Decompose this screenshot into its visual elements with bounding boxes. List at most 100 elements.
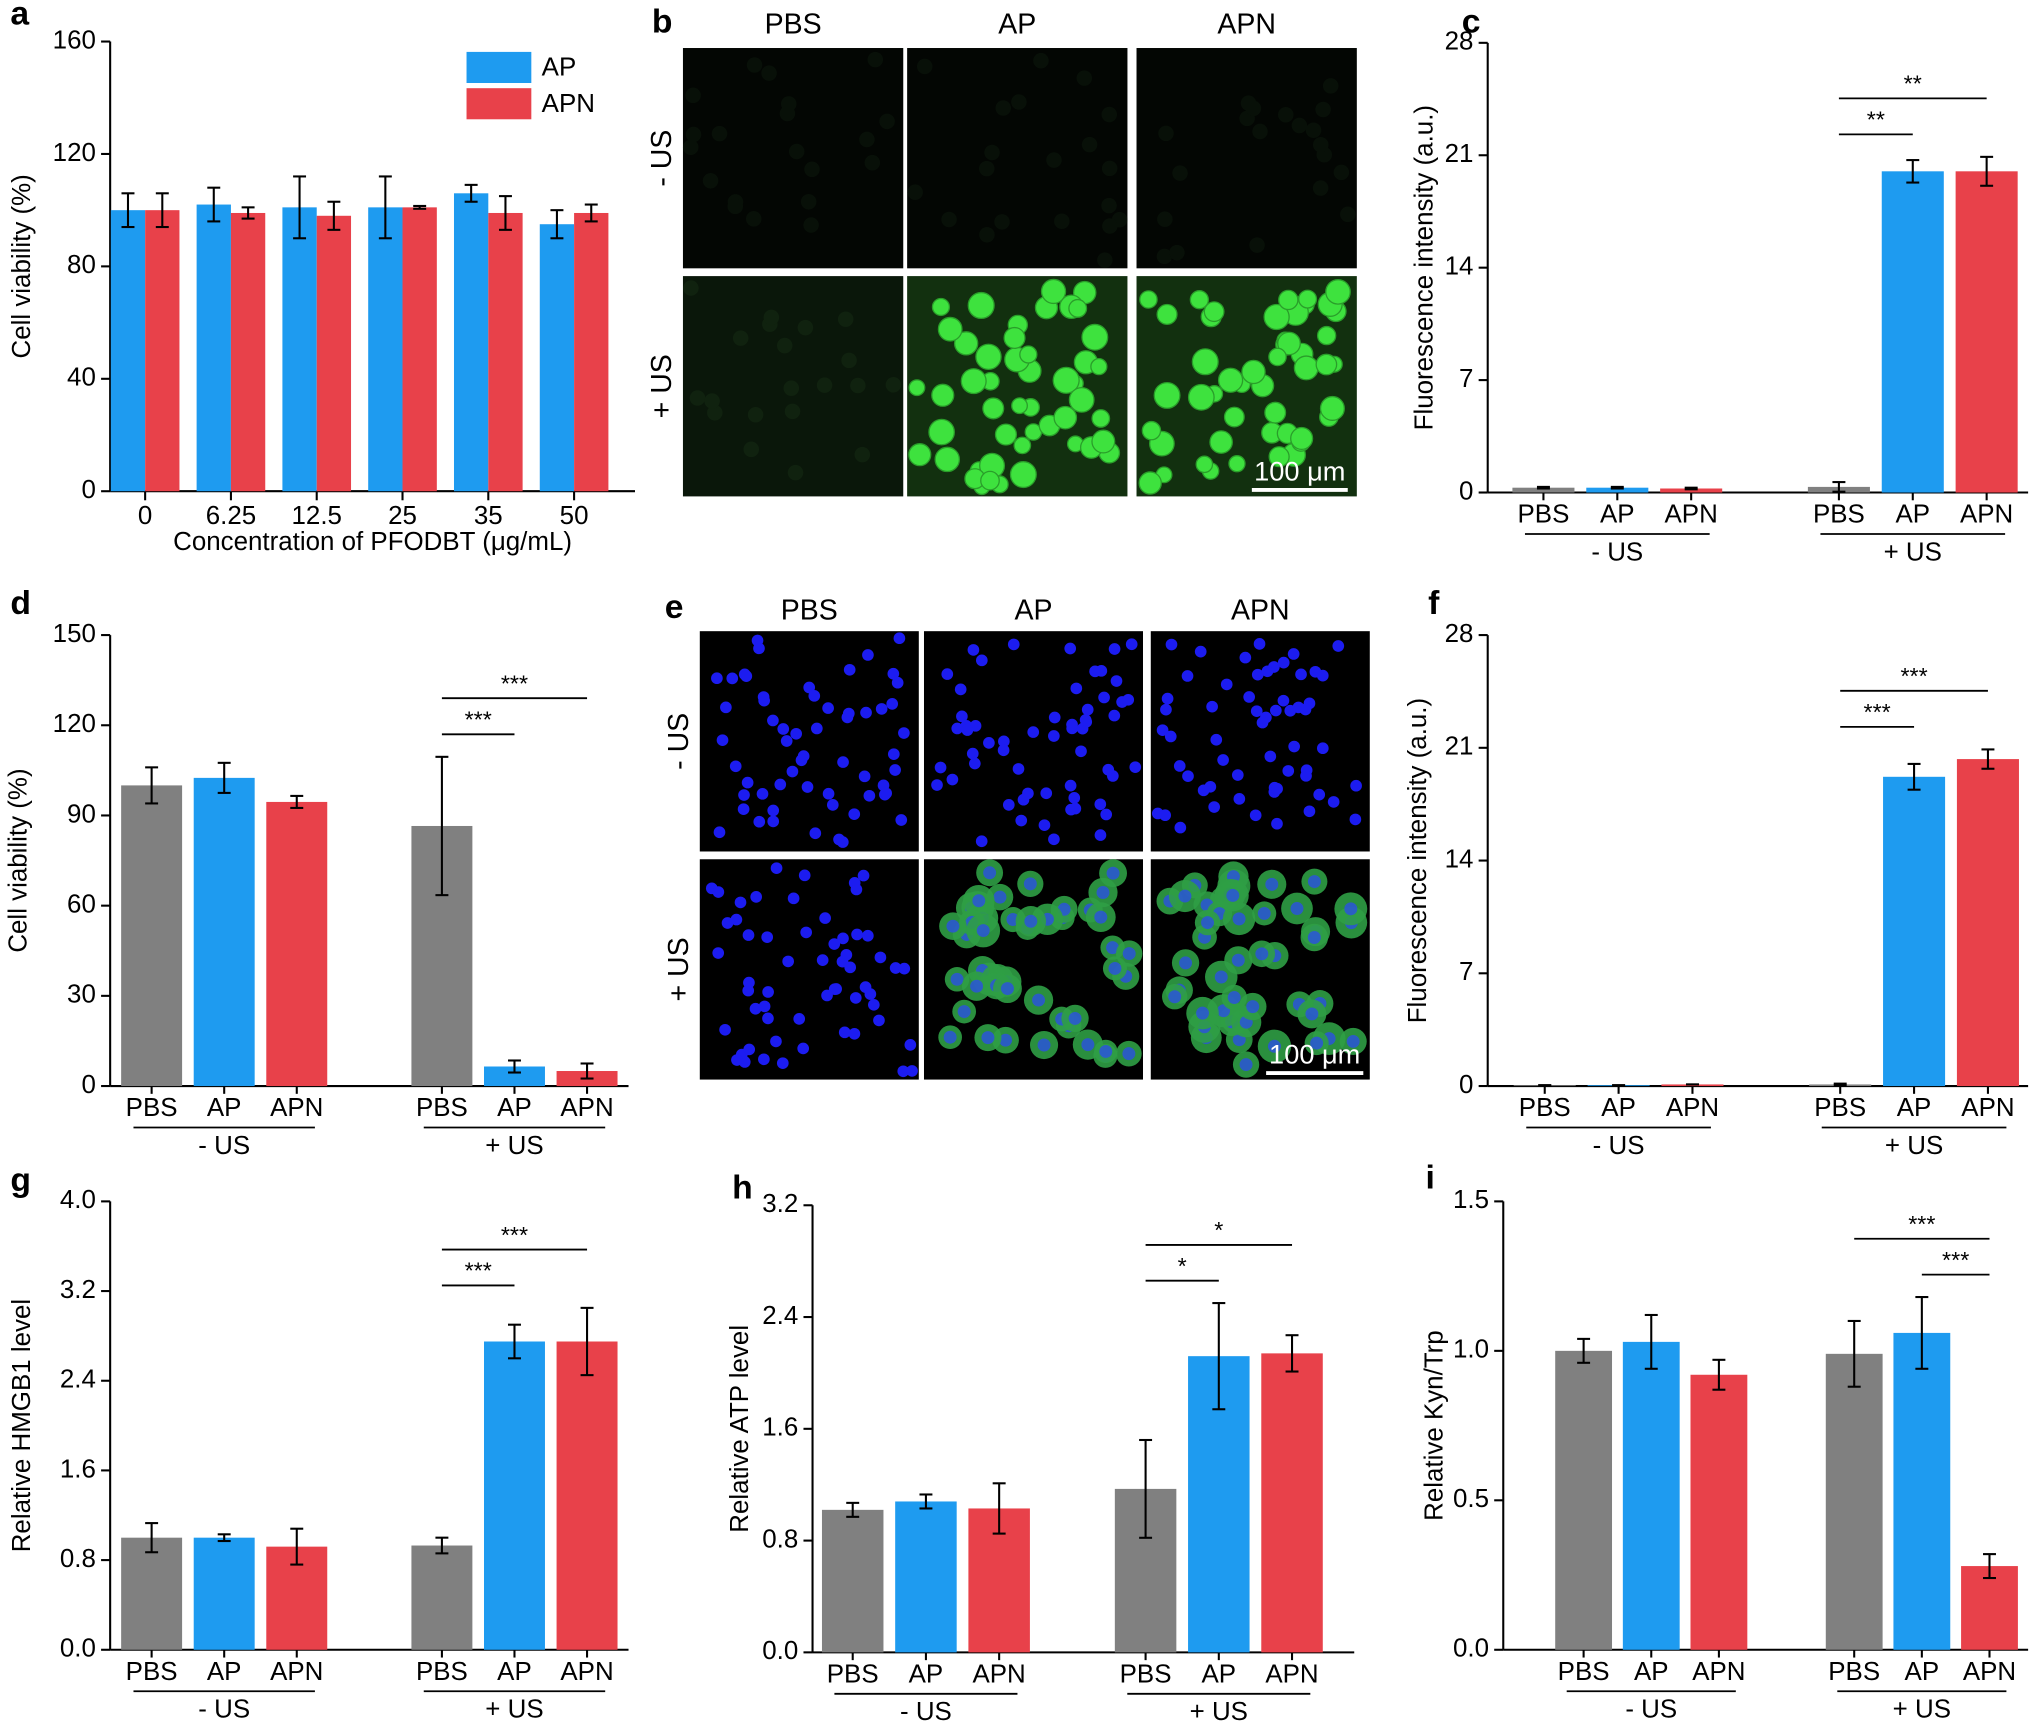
cell — [1291, 117, 1308, 134]
cell — [683, 280, 699, 296]
nucleus — [758, 1053, 770, 1066]
nucleus — [931, 779, 943, 791]
nucleus — [850, 883, 863, 896]
nucleus — [1313, 788, 1326, 801]
y-axis-label: Relative HMGB1 level — [8, 1299, 36, 1552]
y-tick-label: 4.0 — [60, 1186, 96, 1214]
nucleus — [1048, 730, 1060, 742]
nucleus — [1287, 648, 1300, 660]
x-tick-label: PBS — [416, 1094, 468, 1122]
axes: 0.0 0.8 1.6 2.4 3.2 Relative ATP level h — [726, 1170, 1355, 1665]
cell — [1203, 301, 1225, 323]
nucleus — [730, 913, 743, 926]
cell — [1217, 367, 1244, 393]
cell — [1046, 152, 1062, 168]
nucleus — [1232, 912, 1246, 926]
nucleus — [864, 988, 877, 1000]
micrograph-panel: e PBS AP APN - US + US 100 μm — [663, 589, 1370, 1080]
nucleus — [838, 1026, 851, 1039]
nucleus — [951, 722, 964, 735]
nucleus — [1217, 754, 1229, 766]
nucleus — [863, 789, 876, 802]
nucleus — [1102, 763, 1115, 776]
micrograph-panel: b PBS AP APN - US + US 100 μm — [646, 3, 1357, 497]
nucleus — [1194, 645, 1207, 658]
group-label: + US — [1190, 1698, 1248, 1725]
nucleus — [1108, 643, 1121, 655]
cell — [1009, 461, 1037, 489]
cell — [1068, 298, 1088, 318]
nucleus — [1012, 763, 1025, 775]
y-tick-label: 0.0 — [60, 1635, 96, 1663]
nucleus — [1094, 910, 1108, 924]
cell — [797, 319, 814, 336]
nucleus — [1182, 770, 1194, 782]
nucleus — [1257, 906, 1271, 920]
nucleus — [837, 932, 849, 945]
nucleus — [842, 707, 855, 720]
x-tick-label: PBS — [1519, 1094, 1571, 1122]
nucleus — [1271, 817, 1283, 830]
bar — [1883, 776, 1946, 1087]
legend-swatch — [466, 51, 532, 84]
cell — [1076, 70, 1093, 86]
cell — [1033, 52, 1049, 69]
nucleus — [1160, 703, 1172, 716]
panel-label: c — [1462, 3, 1481, 40]
bar — [196, 204, 231, 492]
x-tick-label: AP — [207, 1094, 242, 1122]
cell — [907, 184, 923, 200]
cell — [1156, 303, 1178, 325]
nucleus — [711, 672, 723, 685]
axes: 0 7 14 21 28 Fluorescence intensity (a.u.) c — [1410, 3, 2029, 505]
x-tick-label: AP — [1905, 1658, 1940, 1686]
micrograph — [907, 48, 1128, 269]
nucleus — [1305, 1007, 1319, 1021]
column-label: AP — [998, 9, 1036, 41]
cell — [1052, 366, 1080, 394]
x-tick-label: PBS — [416, 1658, 468, 1686]
cell — [841, 352, 857, 369]
cell — [1263, 303, 1290, 331]
nucleus — [1068, 792, 1081, 804]
cell — [1312, 180, 1329, 196]
bar — [1261, 1353, 1323, 1653]
group-label: + US — [1893, 1696, 1951, 1724]
y-tick-label: 120 — [53, 710, 96, 738]
nucleus — [753, 815, 766, 828]
significance-label: *** — [1864, 699, 1891, 725]
nucleus — [844, 961, 857, 974]
y-tick-label: 7 — [1459, 958, 1473, 986]
bars: PBS AP APN PBS AP APN - US + US ** ** — [1512, 71, 2018, 566]
y-tick-label: 0.0 — [1453, 1635, 1489, 1663]
nucleus — [770, 1035, 782, 1048]
bar — [539, 224, 575, 492]
nucleus — [1048, 711, 1061, 724]
nucleus — [828, 938, 841, 950]
nucleus — [729, 760, 742, 773]
cell — [979, 227, 995, 243]
significance-label: * — [1178, 1253, 1187, 1279]
group-label: - US — [198, 1132, 250, 1160]
x-axis-label: Concentration of PFODBT (μg/mL) — [173, 528, 572, 556]
cell — [1252, 123, 1268, 140]
bars: PBS AP APN PBS AP APN - US + US *** *** — [121, 1222, 618, 1724]
nucleus — [954, 683, 967, 696]
x-tick-label: PBS — [1120, 1661, 1172, 1689]
cell — [1241, 359, 1266, 385]
nucleus — [1079, 714, 1092, 726]
cell — [800, 194, 817, 210]
nucleus — [767, 815, 780, 828]
nucleus — [891, 676, 904, 689]
cell — [1011, 94, 1027, 110]
nucleus — [767, 804, 780, 817]
nucleus — [786, 765, 799, 778]
bar — [1881, 171, 1944, 493]
nucleus — [858, 770, 871, 783]
cell — [941, 211, 957, 228]
nucleus — [1070, 682, 1083, 695]
nucleus — [874, 951, 887, 964]
nucleus — [1346, 1034, 1360, 1048]
nucleus — [868, 998, 880, 1011]
